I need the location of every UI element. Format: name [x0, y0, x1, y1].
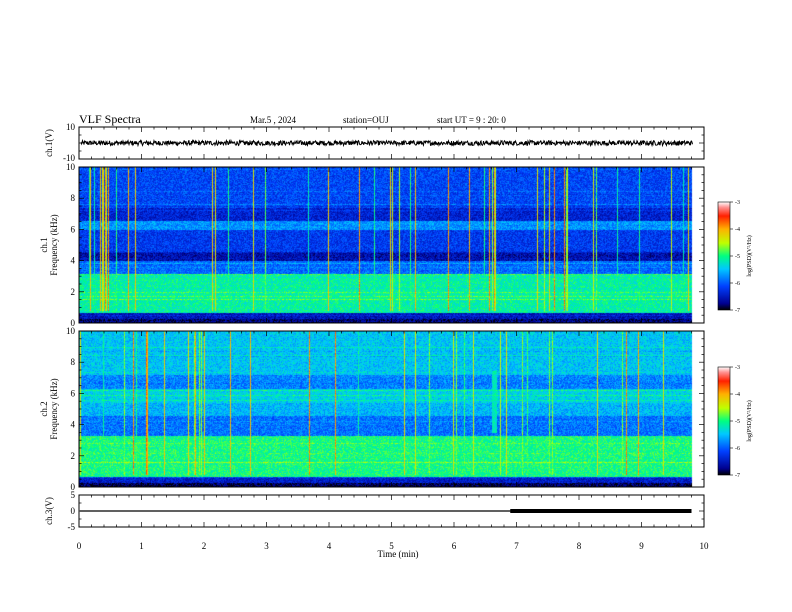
- colorbar-tick-label: -6: [735, 281, 740, 287]
- ch3-ytick-mid: 0: [71, 506, 76, 516]
- figure-title: VLF Spectra: [79, 112, 141, 126]
- y-tick-label: 6: [71, 388, 76, 398]
- y-tick-label: 0: [71, 482, 76, 492]
- ch3-level-ylabel: ch.3(V): [44, 497, 54, 525]
- y-tick-label: 10: [66, 162, 76, 172]
- x-tick-label: 7: [514, 541, 519, 551]
- ch1-waveform-trace: [80, 138, 693, 148]
- x-tick-label: 0: [77, 541, 82, 551]
- ch1-spectrogram-ylabel-line1: ch.1: [39, 237, 49, 252]
- ch2-spectrogram-image: [79, 331, 704, 487]
- y-tick-label: 8: [71, 357, 76, 367]
- colorbar-tick-label: -5: [735, 254, 740, 260]
- ch1-colorbar: -3 -4 -5 -6 -7 log(PSD)(V²/Hz): [717, 200, 753, 314]
- x-tick-label: 6: [452, 541, 457, 551]
- colorbar-tick-label: -4: [735, 392, 740, 398]
- station-label: station=OUJ: [343, 115, 389, 125]
- ch1-ytick-top: 10: [66, 122, 76, 132]
- colorbar-tick-label: -4: [735, 227, 740, 233]
- ch3-level-ticks: [78, 494, 705, 528]
- y-tick-label: 6: [71, 224, 76, 234]
- x-axis-label: Time (min): [378, 549, 419, 559]
- ch3-ytick-bottom: -5: [68, 522, 76, 532]
- y-tick-label: 4: [71, 420, 76, 430]
- date-label: Mar.5 , 2024: [250, 115, 296, 125]
- x-tick-label: 1: [139, 541, 144, 551]
- ch2-spectrogram-ticks: [78, 330, 705, 488]
- colorbar-tick-label: -7: [735, 308, 740, 314]
- ch1-spectrogram-ylabel-line2: Frequency (kHz): [49, 214, 59, 275]
- ch2-spectrogram-wrap: [79, 331, 704, 487]
- y-tick-label: 0: [71, 318, 76, 328]
- x-tick-label: 9: [639, 541, 644, 551]
- ch1-spectrogram-image: [79, 167, 704, 323]
- y-tick-label: 4: [71, 256, 76, 266]
- ch2-spectrogram-ylabel-line1: ch.2: [39, 401, 49, 416]
- ch2-spectrogram-ytick-labels: 0 2 4 6 8 10: [66, 326, 76, 492]
- ch1-waveform-ylabel: ch.1(V): [44, 129, 54, 157]
- start-time-label: start UT = 9 : 20: 0: [437, 115, 506, 125]
- ch1-waveform-ticks: [78, 126, 705, 160]
- y-tick-label: 2: [71, 451, 76, 461]
- ch2-spectrogram-panel: 0 2 4 6 8 10 ch.2 Frequency (kHz): [39, 326, 705, 492]
- colorbar-tick-label: -5: [735, 419, 740, 425]
- ch1-spectrogram-panel: 0 2 4 6 8 10 ch.1 Frequency (kHz): [39, 162, 705, 328]
- y-tick-label: 2: [71, 287, 76, 297]
- ch1-ytick-bottom: -10: [63, 153, 75, 163]
- ch2-spectrogram-ylabel-line2: Frequency (kHz): [49, 378, 59, 439]
- ch1-colorbar-label: log(PSD)(V²/Hz): [746, 235, 753, 276]
- ch1-colorbar-gradient: [717, 201, 731, 311]
- ch3-level-panel: 5 0 -5 ch.3(V): [44, 490, 705, 532]
- ch1-spectrogram-ytick-labels: 0 2 4 6 8 10: [66, 162, 76, 328]
- x-axis-tick-labels: 0 1 2 3 4 5 6 7 8 9 10: [77, 541, 709, 551]
- y-tick-label: 8: [71, 193, 76, 203]
- ch2-colorbar-gradient: [717, 366, 731, 476]
- x-tick-label: 2: [202, 541, 207, 551]
- ch3-ytick-top: 5: [71, 490, 76, 500]
- ch2-colorbar-label: log(PSD)(V²/Hz): [746, 400, 753, 441]
- y-tick-label: 10: [66, 326, 76, 336]
- x-tick-label: 3: [264, 541, 269, 551]
- ch1-spectrogram-wrap: [79, 167, 704, 323]
- colorbar-tick-label: -3: [735, 365, 740, 371]
- ch2-colorbar-ticks: -3 -4 -5 -6 -7: [730, 365, 740, 479]
- colorbar-tick-label: -7: [735, 473, 740, 479]
- ch1-waveform-panel: 10 -10 ch.1(V): [44, 122, 705, 163]
- x-tick-label: 10: [700, 541, 710, 551]
- ch2-colorbar: -3 -4 -5 -6 -7 log(PSD)(V²/Hz): [717, 365, 753, 479]
- x-tick-label: 4: [327, 541, 332, 551]
- colorbar-tick-label: -6: [735, 446, 740, 452]
- colorbar-tick-label: -3: [735, 200, 740, 206]
- x-tick-label: 5: [389, 541, 394, 551]
- ch1-colorbar-ticks: -3 -4 -5 -6 -7: [730, 200, 740, 314]
- ch1-spectrogram-ticks: [78, 166, 705, 324]
- x-tick-label: 8: [577, 541, 582, 551]
